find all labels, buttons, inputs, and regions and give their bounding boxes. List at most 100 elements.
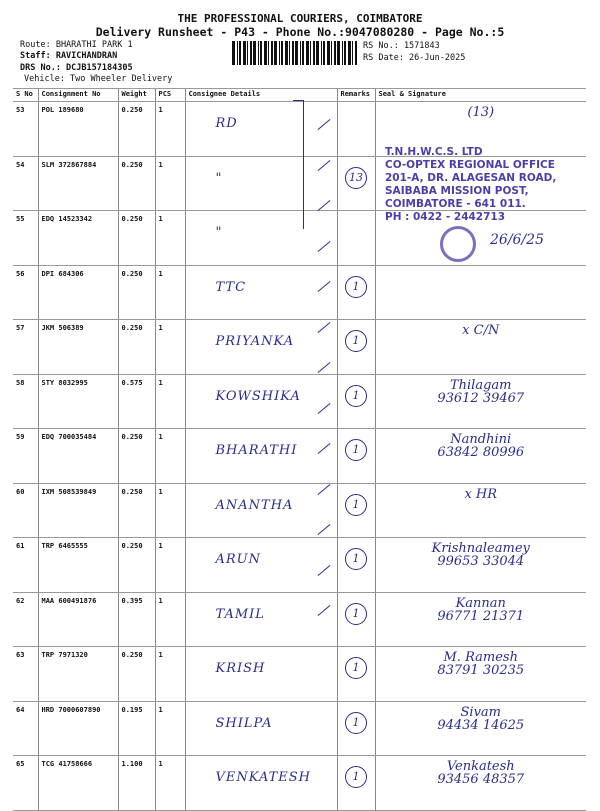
signature-name: Nandhini [450, 432, 512, 447]
weight: 0.250 [117, 537, 155, 593]
barcode-bar [250, 41, 252, 65]
table-row: 59 EDQ 700035484 0.250 1 BHARATHI 1 Nandhini 63… [13, 428, 586, 484]
remark-count: 1 [345, 548, 367, 570]
remarks: 1 [336, 374, 375, 429]
consignee-name: KOWSHIKA [184, 374, 337, 429]
table-row: 62 MAA 600491876 0.395 1 TAMIL 1 Kannan 96771 2… [13, 592, 586, 647]
rs-date: RS Date: 26-Jun-2025 [363, 53, 466, 63]
staff: Staff: RAVICHANDRAN [20, 51, 118, 61]
weight: 0.195 [117, 701, 155, 756]
remark-count: 13 [345, 166, 367, 189]
signature-phone: 93612 39467 [437, 390, 525, 406]
consignment-number: TRP 6465555 [37, 537, 118, 593]
signature-phone: 94434 14625 [437, 717, 525, 733]
barcode-bar [281, 41, 283, 65]
table-row: 56 DPI 684306 0.250 1 TTC 1 [13, 265, 586, 320]
barcode-bar [321, 41, 322, 65]
seal-signature: Sivam 94434 14625 [374, 701, 586, 756]
pieces: 1 [154, 646, 185, 702]
barcode-bar [274, 41, 277, 65]
barcode-bar [310, 41, 311, 65]
barcode-bar [306, 41, 309, 65]
signature-name: Sivam [460, 704, 502, 720]
table-row: 64 HRD 7000607890 0.195 1 SHILPA 1 Sivam 94434 … [13, 701, 586, 756]
weight: 0.250 [117, 210, 155, 266]
consignment-number: EDQ 700035484 [37, 428, 118, 484]
consignment-number: STY 8032995 [37, 374, 118, 429]
signature-phone: 99653 33044 [437, 554, 525, 569]
pieces: 1 [154, 101, 185, 157]
remarks [336, 101, 375, 157]
barcode-bar [342, 41, 343, 65]
remark-count: 1 [345, 330, 367, 352]
barcode-bar [247, 41, 248, 65]
table-row: 61 TRP 6465555 0.250 1 ARUN 1 Krishnaleamey 996… [13, 537, 586, 593]
serial-number: 58 [13, 374, 38, 429]
barcode-bar [279, 41, 280, 65]
remarks: 1 [336, 483, 375, 538]
consignee-name: VENKATESH [184, 755, 337, 811]
consignee-name: " [184, 156, 337, 211]
barcode [232, 41, 357, 65]
seal-signature: Nandhini 63842 80996 [374, 428, 586, 484]
barcode-bar [260, 41, 262, 65]
remark-count: 1 [345, 439, 367, 461]
serial-number: 54 [13, 156, 38, 211]
barcode-bar [313, 41, 315, 65]
remarks: 1 [336, 701, 375, 756]
stamp-line: T.N.H.W.C.S. LTD [385, 146, 483, 158]
barcode-bar [292, 41, 294, 65]
barcode-bar [300, 41, 301, 65]
consignee-name: ANANTHA [184, 483, 337, 538]
serial-number: 53 [13, 101, 38, 157]
weight: 0.250 [117, 156, 155, 211]
signature-name: x C/N [462, 323, 500, 338]
column-header: Consignee Details [184, 88, 337, 102]
column-header: Seal & Signature [374, 88, 586, 102]
pieces: 1 [154, 265, 185, 320]
remarks: 1 [336, 646, 375, 702]
consignment-number: SLM 372867884 [37, 156, 118, 211]
remarks: 1 [336, 319, 375, 375]
consignee-name: PRIYANKA [184, 319, 337, 375]
route: Route: BHARATHI PARK 1 [20, 40, 133, 50]
signature-name: Krishnaleamey [431, 541, 530, 556]
remarks: 13 [336, 156, 375, 211]
stamp-line: PH : 0422 - 2442713 [385, 211, 506, 223]
remark-count: 1 [345, 275, 367, 298]
runsheet-subtitle: Delivery Runsheet - P43 - Phone No.:9047… [95, 25, 505, 39]
signature-phone: 63842 80996 [437, 445, 525, 460]
barcode-bar [264, 41, 267, 65]
remarks: 1 [336, 592, 375, 647]
seal-signature [374, 156, 586, 211]
consignment-number: JKM 506389 [37, 319, 118, 375]
weight: 0.250 [117, 265, 155, 320]
table-row: 54 SLM 372867884 0.250 1 " 13 [13, 156, 586, 211]
seal-signature: Venkatesh 93456 48357 [374, 755, 586, 811]
remark-count: 1 [345, 602, 367, 625]
stamp-line: 201-A, DR. ALAGESAN ROAD, [385, 172, 557, 184]
column-header: S No [13, 88, 38, 102]
remark-count: 1 [345, 711, 367, 734]
barcode-bar [237, 41, 238, 65]
signature-phone: 83791 30235 [437, 663, 525, 678]
pieces: 1 [154, 156, 185, 211]
serial-number: 56 [13, 265, 38, 320]
column-header: Weight [117, 88, 155, 102]
consignee-name: " [184, 210, 337, 266]
consignment-number: IXM 508539849 [37, 483, 118, 538]
signature-name: Thilagam [449, 377, 512, 393]
pieces: 1 [154, 210, 185, 266]
serial-number: 62 [13, 592, 38, 647]
stamp-line: CO-OPTEX REGIONAL OFFICE [385, 159, 555, 171]
seal-signature: M. Ramesh 83791 30235 [374, 646, 586, 702]
serial-number: 59 [13, 428, 38, 484]
pieces: 1 [154, 319, 185, 375]
column-header: PCS [154, 88, 185, 102]
consignment-number: TRP 7971320 [37, 646, 118, 702]
serial-number: 61 [13, 537, 38, 593]
consignment-number: MAA 600491876 [37, 592, 118, 647]
barcode-bar [327, 41, 330, 65]
table-row: 63 TRP 7971320 0.250 1 KRISH 1 M. Ramesh 83791 … [13, 646, 586, 702]
table-row: 65 TCG 41758666 1.100 1 VENKATESH 1 Venkatesh 9… [13, 755, 586, 811]
